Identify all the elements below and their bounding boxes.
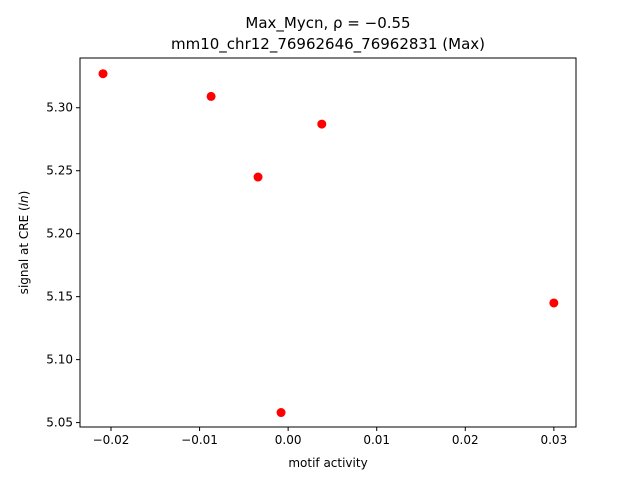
y-tick-label: 5.05 [46,416,73,430]
y-tick-label: 5.30 [46,101,73,115]
y-tick-label: 5.10 [46,353,73,367]
data-point-2 [206,91,216,101]
y-axis-ticks: 5.05 5.10 5.15 5.20 5.25 5.30 [46,101,80,430]
data-point-5 [549,298,559,308]
x-tick-label: 0.00 [275,433,302,447]
y-tick-label: 5.25 [46,164,73,178]
plot-area [80,58,576,427]
x-tick-label: −0.01 [181,433,218,447]
data-point-1 [98,69,108,79]
y-axis-label-main: signal at CRE ( [17,206,31,294]
y-axis-label-unit: ln [17,195,31,206]
x-tick-label: 0.02 [452,433,479,447]
data-point-4 [253,172,263,182]
y-axis-label-close: ) [17,191,31,196]
chart-title-line2: mm10_chr12_76962646_76962831 (Max) [171,35,485,54]
plot-frame [79,57,577,428]
x-axis-ticks: −0.02 −0.01 0.00 0.01 0.02 0.03 [93,427,567,447]
x-tick-label: 0.01 [363,433,390,447]
y-tick-label: 5.20 [46,227,73,241]
data-point-6 [276,408,286,418]
data-point-3 [317,119,327,129]
chart-title-line1: Max_Mycn, ρ = −0.55 [245,14,410,33]
x-tick-label: −0.02 [93,433,130,447]
y-tick-label: 5.15 [46,290,73,304]
x-axis-label: motif activity [288,456,367,470]
data-points [98,69,559,418]
x-tick-label: 0.03 [540,433,567,447]
y-axis-label: signal at CRE (ln) [17,191,31,295]
